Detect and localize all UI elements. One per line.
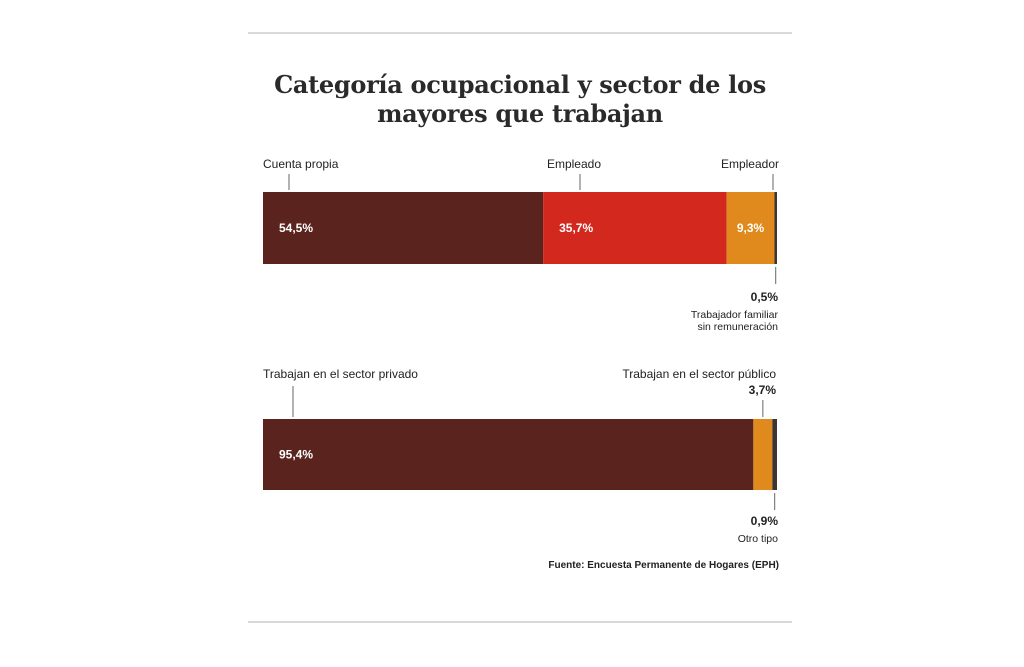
label-trabajador-familiar-2: sin remuneración	[697, 321, 778, 333]
label-sector-privado: Trabajan en el sector privado	[263, 367, 418, 381]
bar-segment	[263, 192, 544, 264]
bar-segment	[263, 419, 754, 490]
top-divider	[248, 32, 792, 34]
bar-value-label: 54,5%	[279, 221, 313, 235]
bar-segment	[772, 419, 777, 490]
bar-value-label: 35,7%	[559, 221, 593, 235]
label-otro-tipo: Otro tipo	[738, 533, 778, 545]
value-trabajador-familiar: 0,5%	[751, 290, 779, 304]
bar-segment	[753, 419, 773, 490]
bar-value-label: 9,3%	[737, 221, 765, 235]
source-note: Fuente: Encuesta Permanente de Hogares (…	[548, 560, 779, 571]
label-cuenta-propia: Cuenta propia	[263, 157, 339, 171]
chart-title: Categoría ocupacional y sector de los ma…	[274, 70, 766, 128]
value-otro-tipo: 0,9%	[751, 514, 779, 528]
bar-segment	[774, 192, 777, 264]
value-sector-publico: 3,7%	[749, 383, 777, 397]
bottom-divider	[248, 621, 792, 623]
label-trabajador-familiar-1: Trabajador familiar	[691, 309, 779, 321]
bar-segment	[543, 192, 727, 264]
label-sector-publico: Trabajan en el sector público	[622, 367, 776, 381]
bar-value-label: 95,4%	[279, 448, 313, 462]
label-empleado: Empleado	[547, 157, 601, 171]
bar-segment	[726, 192, 775, 264]
label-empleador: Empleador	[721, 157, 779, 171]
